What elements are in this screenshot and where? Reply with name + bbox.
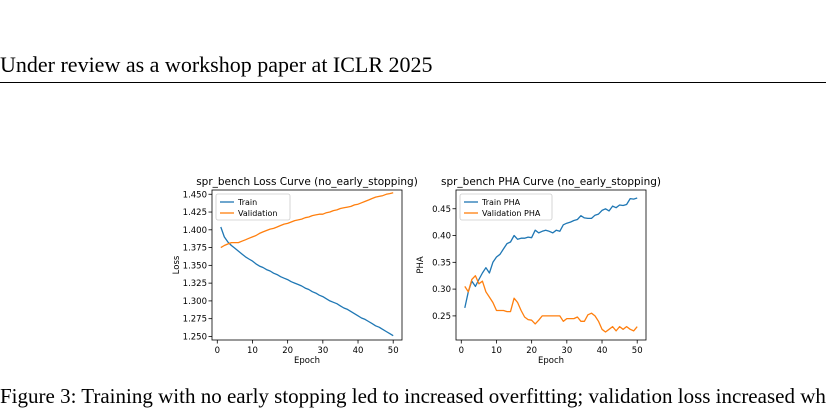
x-tick-label: 10	[491, 346, 502, 356]
y-tick-label: 1.350	[183, 261, 207, 271]
legend: Train Validation	[215, 193, 291, 221]
x-tick-label: 50	[632, 346, 643, 356]
header-rule	[0, 82, 826, 83]
y-tick-label: 1.450	[183, 190, 207, 200]
y-tick-label: 1.425	[183, 208, 207, 218]
y-tick-label: 0.35	[432, 258, 451, 268]
legend-label-1: Validation PHA	[482, 209, 541, 218]
figure-caption: Figure 3: Training with no early stoppin…	[0, 384, 826, 408]
x-tick-label: 0	[459, 346, 464, 356]
y-axis-label: Loss	[172, 255, 182, 274]
y-tick-label: 0.25	[432, 312, 451, 322]
x-tick-label: 40	[353, 346, 364, 356]
x-tick-label: 20	[526, 346, 537, 356]
y-tick-label: 1.400	[183, 226, 207, 236]
y-axis-label: PHA	[416, 256, 426, 274]
series-line-1	[220, 192, 394, 249]
legend: Train PHA Validation PHA	[459, 193, 553, 221]
y-tick-label: 0.40	[432, 232, 451, 242]
series-line-1	[464, 275, 638, 333]
y-tick-label: 1.325	[183, 279, 207, 289]
series-line-0	[464, 197, 638, 309]
legend-label-0: Train PHA	[481, 198, 521, 207]
series-line-0	[220, 226, 394, 337]
chart-title: spr_bench Loss Curve (no_early_stopping)	[196, 176, 418, 188]
y-tick-label: 1.375	[183, 244, 207, 254]
x-tick-label: 20	[282, 346, 293, 356]
legend-label-1: Validation	[238, 209, 278, 218]
x-tick-label: 30	[317, 346, 328, 356]
x-tick-label: 40	[597, 346, 608, 356]
pha-curve-chart: spr_bench PHA Curve (no_early_stopping) 0…	[412, 168, 661, 368]
y-tick-label: 1.300	[183, 297, 207, 307]
plot-frame	[455, 189, 647, 341]
x-axis-label: Epoch	[538, 356, 564, 366]
x-axis-label: Epoch	[294, 356, 320, 366]
chart-svg: spr_bench Loss Curve (no_early_stopping)…	[172, 176, 418, 366]
x-tick-label: 30	[561, 346, 572, 356]
legend-box	[215, 193, 291, 221]
y-tick-label: 1.250	[183, 332, 207, 342]
x-tick-label: 50	[388, 346, 399, 356]
y-tick-label: 1.275	[183, 315, 207, 325]
x-tick-label: 0	[215, 346, 220, 356]
running-header: Under review as a workshop paper at ICLR…	[0, 52, 433, 77]
chart-title: spr_bench PHA Curve (no_early_stopping)	[441, 176, 661, 188]
y-tick-label: 0.30	[432, 285, 451, 295]
y-tick-label: 0.45	[432, 205, 451, 215]
x-tick-label: 10	[247, 346, 258, 356]
legend-box	[459, 193, 553, 221]
legend-label-0: Train	[237, 198, 257, 207]
chart-svg: spr_bench PHA Curve (no_early_stopping) 0…	[416, 176, 661, 366]
loss-curve-chart: spr_bench Loss Curve (no_early_stopping)…	[168, 168, 418, 368]
